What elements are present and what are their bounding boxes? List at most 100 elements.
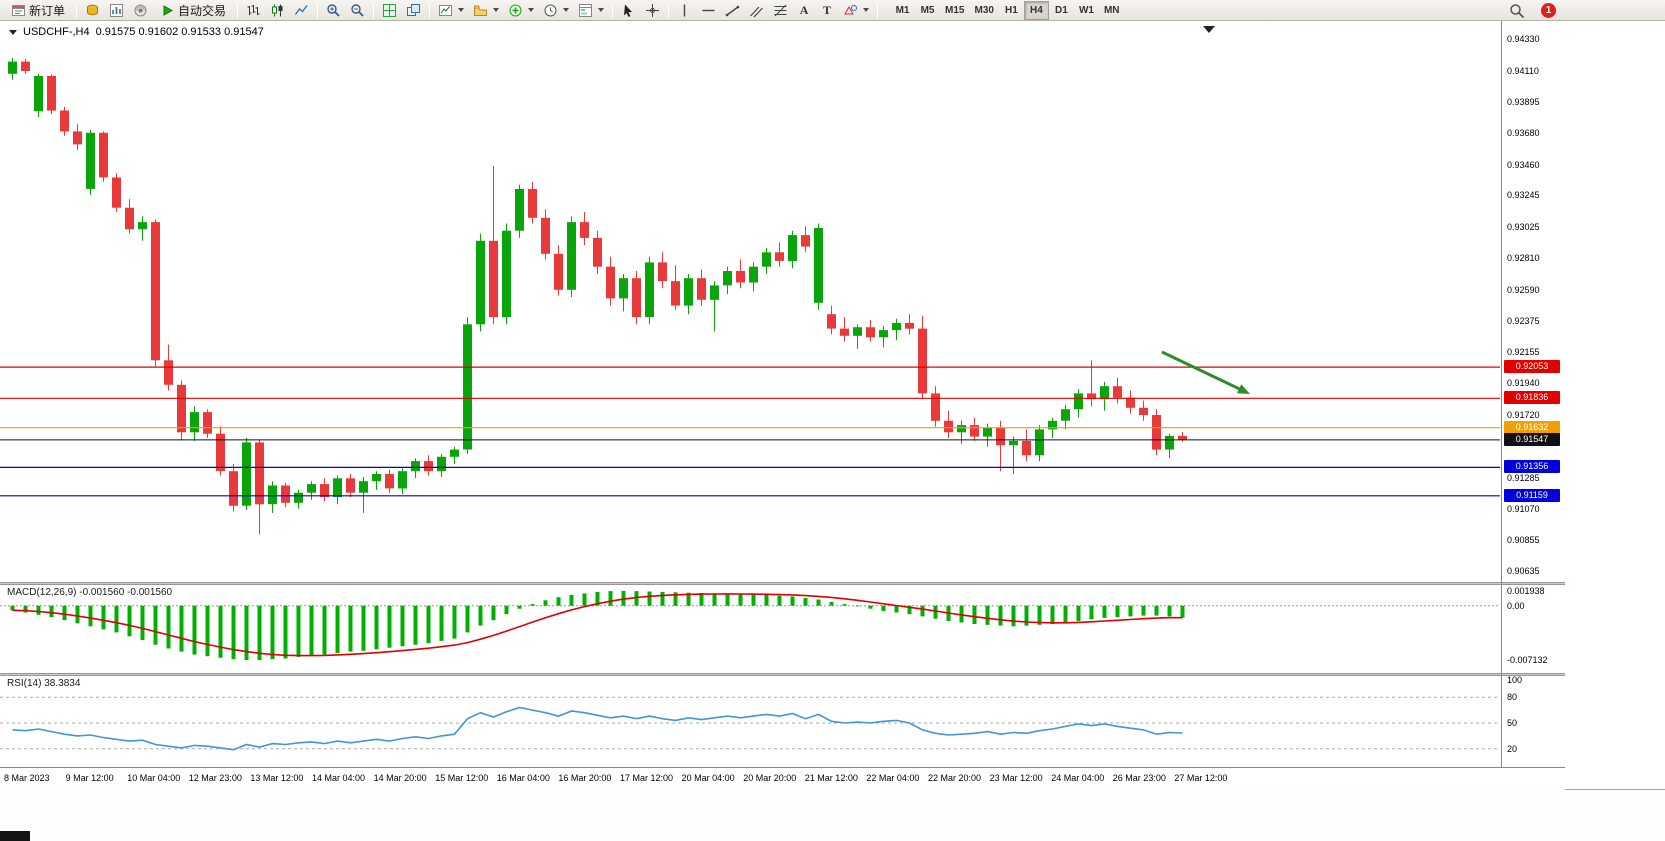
shapes-button[interactable] <box>839 1 873 20</box>
rsi-line <box>12 706 1183 751</box>
price-tick: 0.93460 <box>1507 159 1540 170</box>
crosshair-button[interactable] <box>641 1 664 20</box>
timeframe-button-d1[interactable]: D1 <box>1049 1 1074 20</box>
zoom-in-icon <box>327 3 340 17</box>
timeframe-button-m15[interactable]: M15 <box>940 1 969 20</box>
time-label: 9 Mar 12:00 <box>65 773 114 783</box>
auto-trading-button[interactable]: 自动交易 <box>153 1 233 20</box>
text-tool-icon: A <box>799 2 809 17</box>
candle <box>333 478 342 497</box>
macd-signal-line <box>12 593 1183 657</box>
candle <box>944 420 953 433</box>
candlestick-chart-button[interactable] <box>266 1 289 20</box>
timeframe-button-w1[interactable]: W1 <box>1074 1 1099 20</box>
candle <box>970 425 979 437</box>
toolbar-separator <box>668 2 670 18</box>
macd-axis-tick: -0.007132 <box>1507 655 1548 666</box>
price-level-tag: 0.91159 <box>1504 488 1560 502</box>
fibonacci-button[interactable] <box>769 1 792 20</box>
rsi-label: RSI(14) 38.3834 <box>7 678 81 689</box>
notification-badge[interactable]: 1 <box>1541 3 1556 18</box>
trend-arrow[interactable] <box>1161 350 1240 391</box>
price-tick: 0.90855 <box>1507 534 1540 545</box>
price-tick: 0.91940 <box>1507 378 1540 389</box>
price-level-tag: 0.91356 <box>1504 460 1560 474</box>
macd-canvas[interactable] <box>0 585 1500 673</box>
candle <box>723 271 732 286</box>
candle <box>671 281 680 306</box>
candle <box>801 235 810 247</box>
trendline-button[interactable] <box>721 1 744 20</box>
indicators-button[interactable] <box>504 1 538 20</box>
new-chart-button[interactable] <box>434 1 468 20</box>
timeframe-button-m5[interactable]: M5 <box>915 1 940 20</box>
bar-chart-button[interactable] <box>242 1 265 20</box>
candle <box>1165 435 1174 450</box>
price-chart-canvas[interactable] <box>0 22 1500 582</box>
cursor-button[interactable] <box>617 1 640 20</box>
label-tool-icon: T <box>823 2 832 17</box>
data-window-button[interactable] <box>105 1 128 20</box>
sound-button[interactable] <box>129 1 152 20</box>
new-order-button[interactable]: 新订单 <box>4 1 72 20</box>
label-button[interactable]: T <box>816 1 838 20</box>
toolbar-separator <box>317 2 319 18</box>
candle <box>1100 386 1109 400</box>
pane-splitter[interactable] <box>0 673 1565 676</box>
price-level-tag: 0.92053 <box>1504 360 1560 374</box>
channel-button[interactable] <box>745 1 768 20</box>
candle <box>242 442 251 506</box>
market-watch-button[interactable] <box>81 1 104 20</box>
candle <box>190 412 199 433</box>
timeframe-button-h1[interactable]: H1 <box>999 1 1024 20</box>
text-button[interactable]: A <box>793 1 815 20</box>
rsi-axis-tick: 20 <box>1507 743 1518 754</box>
profiles-button[interactable] <box>469 1 503 20</box>
candle <box>229 471 238 506</box>
rsi-name: RSI(14) <box>7 678 42 689</box>
one-click-trading-toggle-icon[interactable] <box>9 29 17 35</box>
timeframe-button-mn[interactable]: MN <box>1099 1 1125 20</box>
candle <box>528 189 537 218</box>
horizontal-line-button[interactable] <box>697 1 720 20</box>
candle <box>957 425 966 433</box>
candle <box>684 278 693 306</box>
templates-icon <box>579 3 593 17</box>
candle <box>203 412 212 434</box>
auto-trading-play-icon <box>163 4 174 16</box>
pane-splitter[interactable] <box>0 582 1565 585</box>
chevron-down-icon <box>563 8 570 12</box>
zoom-out-button[interactable] <box>346 1 369 20</box>
candlestick-chart-icon <box>272 4 283 16</box>
chart-shift-marker-icon[interactable] <box>1203 26 1215 33</box>
candle <box>86 132 95 189</box>
candle <box>1113 386 1122 398</box>
zoom-in-button[interactable] <box>322 1 345 20</box>
rsi-canvas[interactable] <box>0 676 1500 766</box>
price-tick: 0.91720 <box>1507 410 1540 420</box>
chart-window: USDCHF-,H4 0.91575 0.91602 0.91533 0.915… <box>0 21 1665 790</box>
candle <box>983 428 992 437</box>
timeframe-button-m1[interactable]: M1 <box>890 1 915 20</box>
timeframe-button-m30[interactable]: M30 <box>969 1 998 20</box>
time-axis: 8 Mar 2023 9 Mar 12:00 10 Mar 04:00 12 Mar … <box>0 767 1565 790</box>
tile-windows-button[interactable] <box>378 1 401 20</box>
arrange-windows-button[interactable] <box>402 1 425 20</box>
chevron-down-icon <box>528 8 535 12</box>
profiles-folder-icon <box>474 5 488 16</box>
candle <box>1048 420 1057 430</box>
candle <box>346 478 355 493</box>
line-chart-button[interactable] <box>290 1 313 20</box>
new-order-icon <box>12 4 25 16</box>
vertical-line-button[interactable] <box>673 1 696 20</box>
timeframe-button-h4[interactable]: H4 <box>1023 0 1049 20</box>
periods-button[interactable] <box>539 1 573 20</box>
time-label: 12 Mar 23:00 <box>188 773 242 783</box>
candle <box>814 227 823 303</box>
candle <box>1152 415 1161 450</box>
candle <box>1178 435 1187 440</box>
templates-button[interactable] <box>574 1 608 20</box>
macd-axis-tick: 0.00 <box>1507 600 1525 611</box>
toolbar-right: 1 <box>1505 1 1556 20</box>
search-button[interactable] <box>1505 1 1529 20</box>
